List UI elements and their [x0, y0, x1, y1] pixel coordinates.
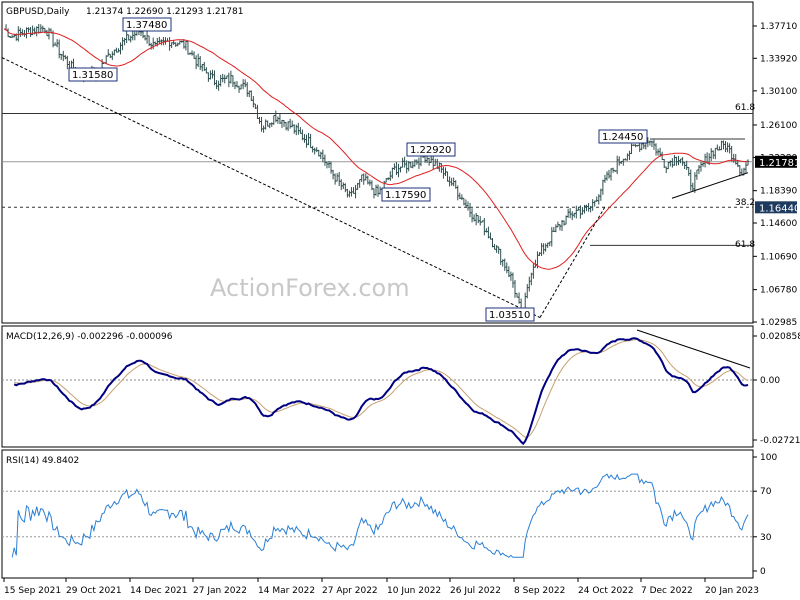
svg-text:1.22920: 1.22920	[410, 145, 451, 156]
macd-title: MACD(12,26,9) -0.002296 -0.000096	[6, 332, 173, 342]
moving-average-line	[3, 28, 749, 270]
price-annotation: 1.31580	[68, 67, 118, 82]
fib-label: 61.8	[735, 103, 755, 113]
macd-panel: MACD(12,26,9) -0.002296 -0.000096 0.0208…	[1, 325, 800, 448]
up-trendline-dashed	[539, 206, 606, 318]
macd-y-tick: 0.00	[760, 376, 780, 386]
macd-trendline	[636, 329, 751, 369]
price-panel: GBPUSD,Daily 1.21374 1.22690 1.21293 1.2…	[1, 1, 800, 328]
x-tick-label: 26 Jul 2022	[450, 586, 501, 596]
svg-text:1.37480: 1.37480	[126, 20, 167, 31]
y-tick-label: 1.06780	[760, 286, 797, 296]
x-tick-label: 8 Sep 2022	[514, 586, 565, 596]
x-tick-label: 24 Oct 2022	[578, 586, 634, 596]
macd-line	[13, 337, 749, 446]
candle	[746, 159, 750, 166]
rsi-y-tick: 100	[760, 453, 777, 463]
rsi-title: RSI(14) 49.8402	[6, 456, 79, 466]
y-tick-label: 1.18390	[760, 187, 797, 197]
svg-text:1.24450: 1.24450	[602, 132, 643, 143]
svg-text:1.31580: 1.31580	[72, 70, 113, 81]
rsi-y-tick: 70	[760, 487, 772, 497]
price-annotation: 1.37480	[122, 17, 172, 32]
macd-y-tick: 0.020858	[760, 332, 800, 342]
ohlc-header: 1.21374 1.22690 1.21293 1.21781	[86, 7, 243, 17]
svg-text:1.03510: 1.03510	[489, 310, 530, 321]
chart-title: GBPUSD,Daily	[6, 7, 70, 17]
watermark: ActionForex.com	[210, 274, 410, 302]
x-tick-label: 14 Dec 2021	[130, 586, 188, 596]
rsi-panel: RSI(14) 49.8402 100 70 30 0	[1, 449, 777, 579]
y-tick-label: 1.26100	[760, 121, 797, 131]
y-tick-label: 1.10690	[760, 252, 797, 262]
fib-label: 61.8	[735, 240, 755, 250]
rsi-y-tick: 30	[760, 533, 772, 543]
y-tick-label: 1.33920	[760, 54, 797, 64]
macd-y-tick: -0.027213	[760, 436, 800, 446]
y-tick-label: 1.30100	[760, 87, 797, 97]
svg-text:1.17590: 1.17590	[385, 190, 426, 201]
y-tick-label: 1.37710	[760, 22, 797, 32]
support-price-tag: 1.16440	[755, 201, 800, 214]
y-tick-label: 1.02985	[760, 318, 797, 328]
price-annotation: 1.24450	[598, 129, 648, 144]
current-price-tag: 1.21781	[755, 155, 800, 169]
price-annotation: 1.03510	[485, 307, 535, 322]
x-tick-label: 10 Jun 2022	[387, 586, 441, 596]
x-tick-label: 15 Sep 2021	[4, 586, 61, 596]
rsi-line	[11, 473, 749, 558]
x-tick-label: 27 Jan 2022	[193, 586, 247, 596]
x-tick-label: 20 Jan 2023	[705, 586, 759, 596]
svg-text:1.21781: 1.21781	[759, 158, 800, 169]
x-tick-label: 14 Mar 2022	[258, 586, 315, 596]
svg-text:1.16440: 1.16440	[759, 203, 800, 214]
price-annotation: 1.22920	[406, 142, 456, 157]
price-annotation: 1.17590	[381, 187, 431, 202]
y-tick-label: 1.14600	[760, 219, 797, 229]
macd-signal-line	[14, 338, 749, 438]
x-tick-label: 27 Apr 2022	[322, 586, 378, 596]
down-trendline	[1, 57, 541, 318]
rsi-y-tick: 0	[760, 567, 766, 577]
x-tick-label: 7 Dec 2022	[641, 586, 693, 596]
up-trendline	[671, 172, 749, 199]
x-tick-label: 29 Oct 2021	[66, 586, 122, 596]
fib-label: 38.2	[735, 198, 755, 208]
